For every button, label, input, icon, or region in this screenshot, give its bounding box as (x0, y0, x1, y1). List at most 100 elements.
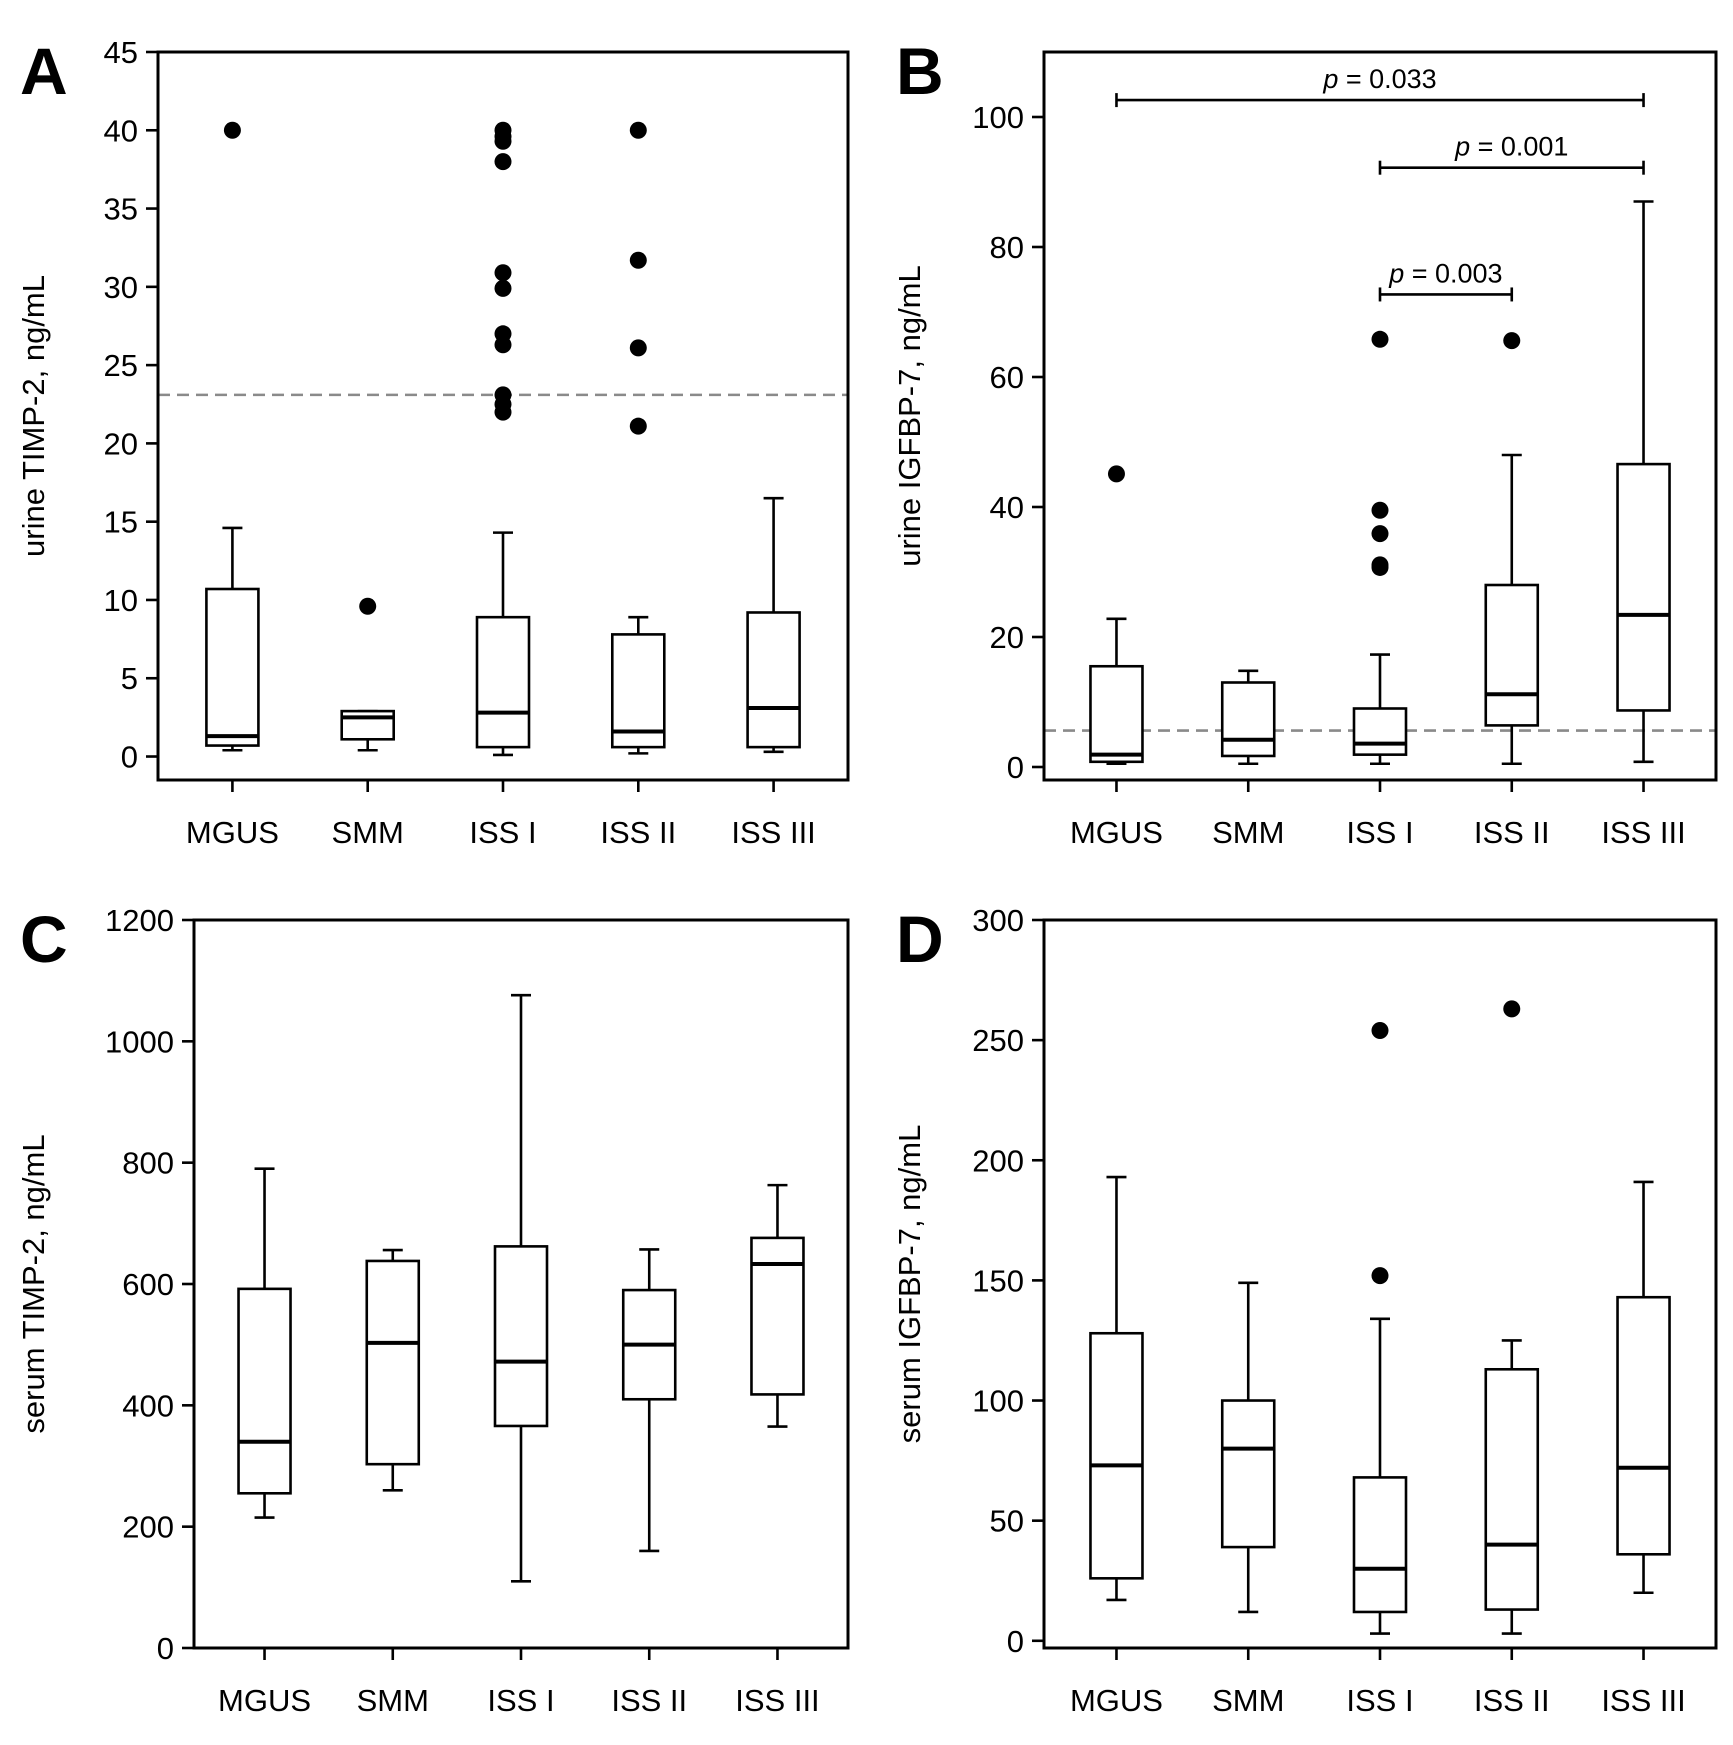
y-tick-label: 800 (122, 1146, 174, 1181)
y-axis-label: serum TIMP-2, ng/mL (16, 1134, 51, 1433)
x-category-label: ISS III (1601, 1683, 1685, 1718)
y-tick-label: 10 (104, 583, 138, 618)
iqr-box (237, 1287, 292, 1495)
y-tick-label: 600 (122, 1267, 174, 1302)
y-tick-label: 20 (104, 426, 138, 461)
outlier-point (1371, 501, 1389, 519)
x-category-label: ISS I (487, 1683, 554, 1718)
x-category-label: MGUS (218, 1683, 311, 1718)
box-smm (1220, 1281, 1276, 1614)
y-tick-label: 40 (104, 113, 138, 148)
significance-bracket: p = 0.033 (1115, 64, 1645, 108)
y-tick-label: 1200 (105, 903, 174, 938)
iqr-box (365, 1259, 421, 1466)
plot-frame (156, 50, 850, 782)
p-value: = 0.033 (1338, 64, 1436, 94)
plot-frame (192, 918, 850, 1650)
x-category-label: SMM (1212, 815, 1284, 850)
p-symbol: p (1322, 64, 1338, 94)
box-iss-iii (1616, 1180, 1671, 1595)
box-mgus (205, 121, 260, 752)
y-tick-label: 400 (122, 1388, 174, 1423)
iqr-box (610, 633, 666, 749)
y-axis-label: urine TIMP-2, ng/mL (16, 275, 51, 557)
box-iss-ii (1484, 1000, 1540, 1635)
iqr-box (1089, 1331, 1144, 1580)
x-category-label: SMM (357, 1683, 429, 1718)
p-value-label: p = 0.033 (1322, 64, 1436, 94)
outlier-point (1371, 525, 1389, 543)
y-tick-label: 30 (104, 270, 138, 305)
outlier-point (494, 279, 512, 297)
y-tick-label: 35 (104, 192, 138, 227)
outlier-point (629, 339, 647, 357)
y-tick-label: 60 (990, 360, 1024, 395)
x-category-label: ISS II (611, 1683, 687, 1718)
iqr-box (1616, 1295, 1671, 1556)
box-smm (1220, 669, 1276, 766)
iqr-box (746, 611, 801, 749)
y-tick-label: 0 (121, 740, 138, 775)
y-tick-label: 200 (122, 1510, 174, 1545)
outlier-point (629, 121, 647, 139)
y-tick-label: 100 (972, 100, 1024, 135)
iqr-box (1484, 583, 1540, 727)
y-tick-label: 0 (1007, 750, 1024, 785)
y-tick-label: 15 (104, 505, 138, 540)
plot-frame (1042, 50, 1718, 782)
outlier-point (1503, 1000, 1521, 1018)
y-tick-label: 300 (972, 903, 1024, 938)
panel-letter: A (20, 34, 68, 108)
x-category-label: ISS II (600, 815, 676, 850)
panel-letter: C (20, 902, 68, 976)
outlier-point (1371, 1022, 1389, 1040)
box-iss-i (1352, 1022, 1408, 1635)
x-category-label: ISS I (469, 815, 536, 850)
plot-frame (1042, 918, 1718, 1650)
box-iss-iii (1616, 200, 1671, 764)
box-iss-i (1352, 330, 1408, 766)
p-value: = 0.003 (1404, 258, 1502, 288)
x-category-label: ISS I (1346, 1683, 1413, 1718)
y-tick-label: 25 (104, 348, 138, 383)
p-value: = 0.001 (1470, 132, 1568, 162)
outlier-point (359, 597, 377, 615)
outlier-point (1371, 330, 1389, 348)
panel-letter: B (896, 34, 944, 108)
x-category-label: ISS II (1474, 815, 1550, 850)
significance-bracket: p = 0.003 (1378, 258, 1514, 302)
y-axis-label: urine IGFBP-7, ng/mL (892, 265, 927, 567)
x-category-label: MGUS (1070, 1683, 1163, 1718)
outlier-point (1503, 332, 1521, 350)
box-iss-ii (621, 1248, 677, 1553)
box-mgus (237, 1167, 292, 1519)
outlier-point (629, 417, 647, 435)
outlier-point (1107, 465, 1125, 483)
significance-bracket: p = 0.001 (1378, 132, 1645, 175)
iqr-box (1352, 707, 1408, 756)
y-tick-label: 0 (1007, 1624, 1024, 1659)
outlier-point (1371, 558, 1389, 576)
y-tick-label: 100 (972, 1384, 1024, 1419)
x-category-label: ISS II (1474, 1683, 1550, 1718)
x-category-label: MGUS (186, 815, 279, 850)
x-category-label: SMM (332, 815, 404, 850)
box-mgus (1089, 465, 1144, 766)
x-category-label: SMM (1212, 1683, 1284, 1718)
y-tick-label: 200 (972, 1143, 1024, 1178)
outlier-point (494, 153, 512, 171)
outlier-point (494, 132, 512, 150)
outlier-point (223, 121, 241, 139)
p-value-label: p = 0.003 (1388, 258, 1502, 288)
outlier-point (1371, 1267, 1389, 1285)
box-smm (340, 597, 396, 752)
iqr-box (493, 1245, 549, 1428)
y-tick-label: 50 (990, 1504, 1024, 1539)
box-iss-ii (610, 121, 666, 755)
p-symbol: p (1454, 132, 1470, 162)
x-category-label: ISS I (1346, 815, 1413, 850)
